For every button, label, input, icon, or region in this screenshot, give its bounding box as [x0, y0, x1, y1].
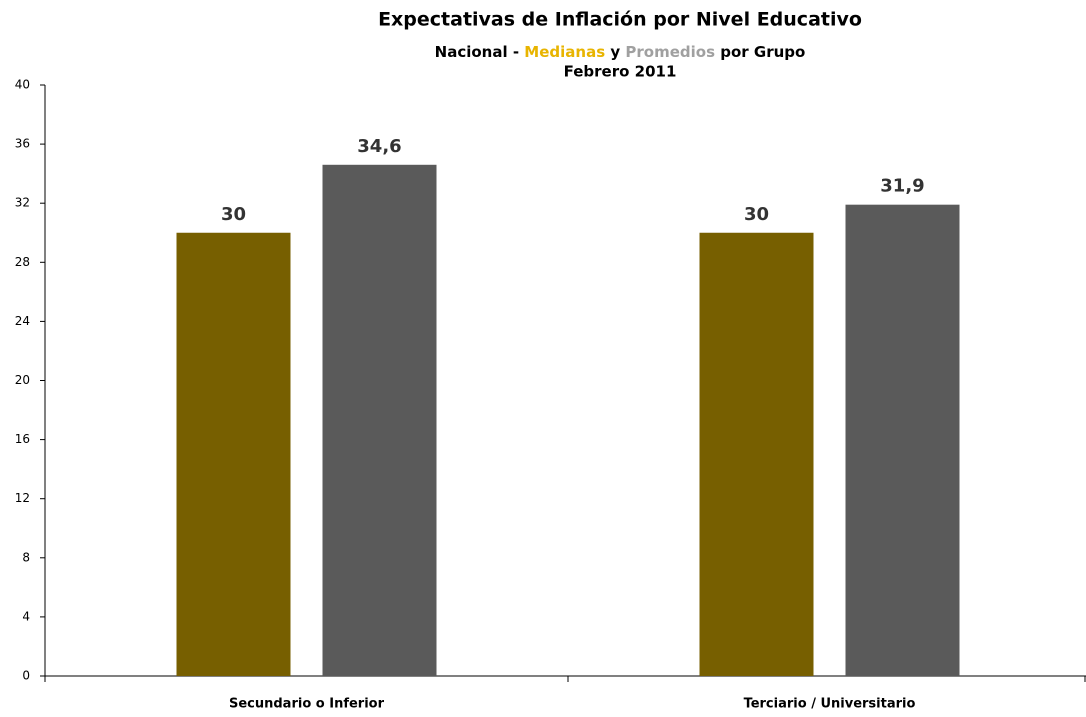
subtitle-part: Nacional -	[435, 43, 519, 61]
value-label: 30	[744, 204, 769, 225]
y-tick-label: 40	[15, 78, 30, 92]
bar	[845, 204, 960, 677]
y-tick-label: 12	[15, 491, 30, 505]
legend-entry: Promedios	[625, 43, 715, 61]
y-tick-label: 20	[15, 373, 30, 387]
x-tick-label: Terciario / Universitario	[744, 697, 916, 712]
y-tick-label: 36	[15, 137, 30, 151]
value-label: 30	[221, 204, 246, 225]
y-tick-label: 24	[15, 314, 30, 328]
y-tick-label: 16	[15, 432, 30, 446]
y-tick-label: 8	[22, 550, 30, 564]
value-label: 34,6	[357, 136, 401, 157]
value-label: 31,9	[880, 176, 924, 197]
legend-entry: Medianas	[524, 43, 605, 61]
bar	[699, 232, 814, 676]
bar	[176, 232, 291, 676]
y-tick-label: 4	[22, 609, 30, 623]
y-tick-label: 28	[15, 255, 30, 269]
y-tick-label: 0	[22, 669, 30, 683]
chart-period: Febrero 2011	[564, 63, 677, 81]
y-tick-label: 32	[15, 196, 30, 210]
x-tick-label: Secundario o Inferior	[229, 697, 385, 712]
bar	[322, 164, 437, 676]
subtitle-part: y	[610, 43, 620, 61]
subtitle-part: por Grupo	[720, 43, 805, 61]
chart-subtitle: Nacional - Medianas y Promedios por Grup…	[435, 43, 806, 61]
chart-title: Expectativas de Inflación por Nivel Educ…	[378, 9, 862, 31]
